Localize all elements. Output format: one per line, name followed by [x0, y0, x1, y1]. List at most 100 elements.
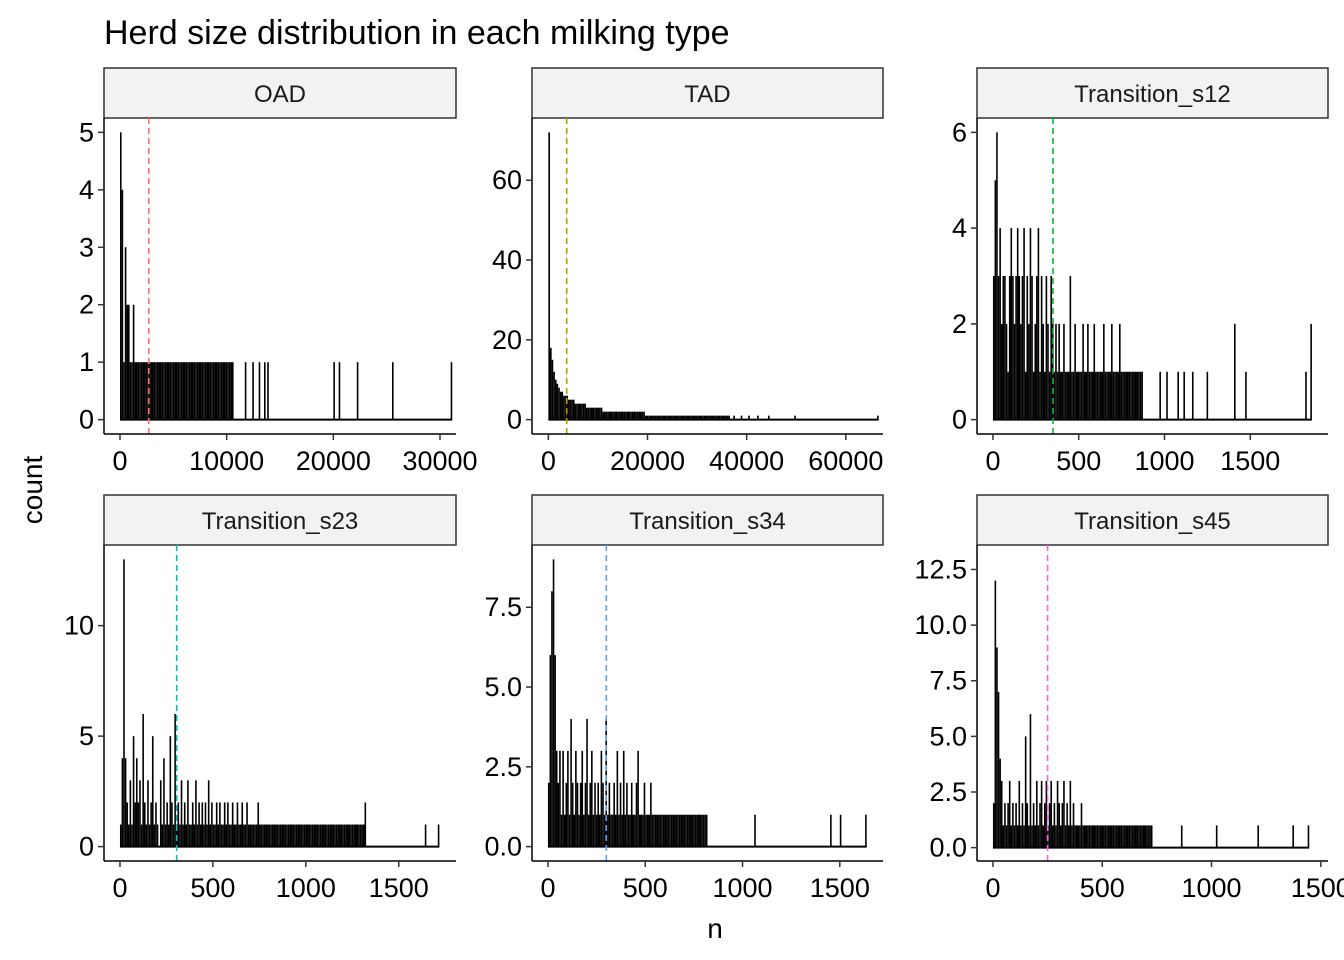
histogram-bar	[1069, 780, 1072, 848]
histogram-bar	[1058, 323, 1060, 420]
histogram-bar	[1002, 276, 1005, 420]
histogram-bar	[1044, 803, 1046, 848]
histogram-bar	[994, 580, 997, 848]
histogram-bar	[1126, 825, 1129, 848]
histogram-bar	[1292, 825, 1294, 848]
histogram-bar	[1257, 825, 1260, 848]
y-axis-title: count	[17, 456, 48, 525]
histogram-bar	[143, 802, 146, 847]
histogram-bar	[1067, 371, 1070, 420]
histogram-bar	[131, 362, 133, 420]
histogram-bar	[720, 415, 722, 420]
histogram-bar	[567, 750, 569, 847]
histogram-bar	[662, 814, 665, 847]
histogram-bar	[1122, 371, 1124, 420]
histogram-bar	[610, 411, 613, 420]
histogram-bar	[1166, 371, 1168, 420]
histogram-bar	[1131, 371, 1134, 420]
x-tick-label: 1500	[1291, 873, 1344, 903]
histogram-bar	[648, 415, 650, 420]
y-tick-label: 1	[79, 347, 94, 377]
histogram-bar	[694, 814, 697, 847]
y-tick-label: 3	[79, 232, 94, 262]
x-tick-label: 1000	[1181, 873, 1241, 903]
histogram-bar	[155, 362, 157, 420]
histogram-bar	[255, 824, 258, 847]
histogram-bar	[1075, 371, 1078, 420]
histogram-bar	[338, 362, 341, 420]
histogram-bar	[297, 824, 299, 847]
histogram-bar	[555, 750, 558, 847]
histogram-bar	[185, 824, 188, 847]
histogram-bar	[338, 824, 341, 847]
histogram-bar	[137, 802, 140, 847]
histogram-bar	[576, 782, 579, 847]
histogram-bar	[554, 655, 556, 847]
histogram-bar	[1149, 825, 1151, 848]
histogram-bar	[1024, 736, 1027, 848]
histogram-bar	[662, 415, 665, 420]
histogram-bar	[150, 362, 152, 420]
histogram-bar	[666, 814, 668, 847]
histogram-bar	[192, 362, 194, 420]
histogram-bar	[169, 362, 172, 420]
histogram-bar	[193, 824, 196, 847]
histogram-bar	[212, 824, 215, 847]
histogram-bar	[594, 407, 596, 420]
histogram-bar	[333, 362, 335, 420]
histogram-bar	[659, 814, 662, 847]
histogram-bar	[1034, 323, 1037, 420]
facet-strip	[103, 494, 457, 546]
histogram-bar	[1180, 825, 1183, 848]
x-tick-label: 500	[1080, 873, 1125, 903]
histogram-bar	[238, 824, 240, 847]
histogram-bar	[1085, 825, 1088, 848]
y-tick-label: 0	[79, 405, 94, 435]
histogram-bar	[228, 824, 231, 847]
histogram-bar	[586, 718, 588, 847]
histogram-bar	[142, 714, 144, 847]
x-tick-label: 1500	[810, 873, 870, 903]
histogram-bar	[1050, 276, 1052, 420]
histogram-bar	[754, 814, 756, 847]
histogram-bar	[683, 814, 686, 847]
histogram-bar	[233, 824, 236, 847]
histogram-bar	[1096, 825, 1099, 848]
y-tick-label: 5.0	[929, 721, 967, 751]
histogram-bar	[1101, 371, 1104, 420]
histogram-bar	[1004, 803, 1006, 848]
histogram-bar	[1123, 371, 1126, 420]
histogram-bar	[1053, 803, 1056, 848]
histogram-bar	[699, 814, 702, 847]
histogram-bar	[554, 379, 557, 420]
histogram-bar	[549, 655, 552, 847]
histogram-bar	[713, 415, 716, 420]
histogram-bar	[166, 362, 168, 420]
histogram-bar	[1133, 825, 1135, 848]
histogram-bar	[1026, 803, 1029, 848]
x-tick-label: 1500	[369, 873, 429, 903]
histogram-bar	[579, 782, 582, 847]
histogram-bar	[794, 415, 796, 420]
histogram-bar	[199, 824, 202, 847]
histogram-bar	[160, 362, 162, 420]
histogram-bar	[140, 362, 143, 420]
histogram-bar	[585, 407, 588, 420]
histogram-bar	[292, 824, 295, 847]
histogram-bar	[306, 824, 309, 847]
histogram-bar	[605, 411, 608, 420]
histogram-bar	[214, 362, 216, 420]
histogram-bar	[1310, 323, 1312, 420]
histogram-bar	[217, 362, 220, 420]
histogram-bar	[258, 362, 261, 420]
histogram-bar	[1139, 371, 1142, 420]
histogram-bar	[569, 399, 572, 420]
histogram-bar	[249, 824, 252, 847]
histogram-bar	[204, 362, 207, 420]
histogram-bar	[693, 415, 696, 420]
histogram-bar	[1099, 371, 1102, 420]
histogram-bar	[684, 415, 686, 420]
histogram-bar	[343, 824, 346, 847]
histogram-bar	[128, 304, 130, 420]
histogram-bar	[571, 782, 574, 847]
